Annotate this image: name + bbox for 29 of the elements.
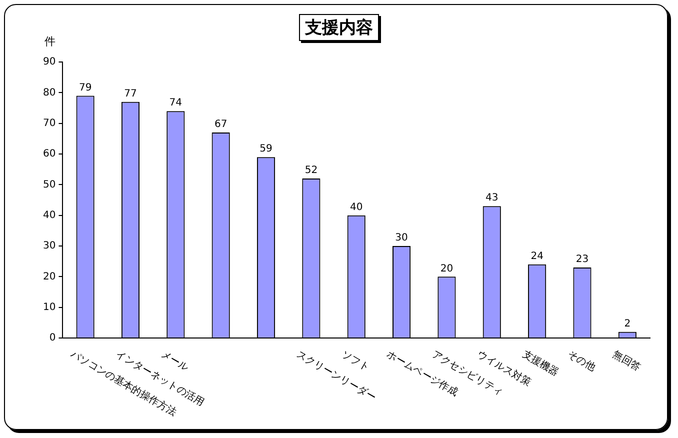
- y-tick-label: 10: [42, 302, 56, 313]
- data-label: 67: [214, 119, 228, 130]
- data-label: 23: [576, 254, 589, 266]
- y-tick-label: 60: [42, 148, 56, 160]
- y-tick-label: 0: [49, 332, 56, 344]
- y-tick-label: 40: [42, 210, 56, 221]
- x-tick-label: 無回答: [610, 348, 643, 374]
- y-axis-title: 件: [44, 34, 56, 48]
- y-tick-label: 50: [42, 179, 56, 190]
- y-tick-label: 90: [42, 56, 56, 68]
- data-label: 40: [350, 202, 363, 213]
- y-tick-label: 70: [42, 118, 56, 129]
- data-label: 74: [169, 98, 182, 109]
- data-label: 20: [440, 263, 454, 274]
- data-label: 24: [530, 250, 544, 262]
- x-tick-label: その他: [565, 348, 598, 374]
- x-tick-label: メール: [158, 349, 190, 374]
- data-label: 52: [304, 165, 318, 176]
- chart-title: 支援内容: [299, 14, 379, 41]
- x-tick-label: ソフト: [340, 349, 372, 374]
- y-tick-label: 80: [42, 87, 56, 98]
- data-label: 2: [624, 318, 631, 330]
- data-label: 77: [124, 88, 137, 100]
- y-tick-label: 20: [42, 271, 56, 282]
- data-label: 79: [78, 82, 92, 94]
- data-label: 43: [486, 192, 498, 204]
- y-tick-label: 30: [42, 240, 56, 252]
- data-label: 30: [395, 232, 408, 244]
- data-label: 59: [260, 144, 272, 155]
